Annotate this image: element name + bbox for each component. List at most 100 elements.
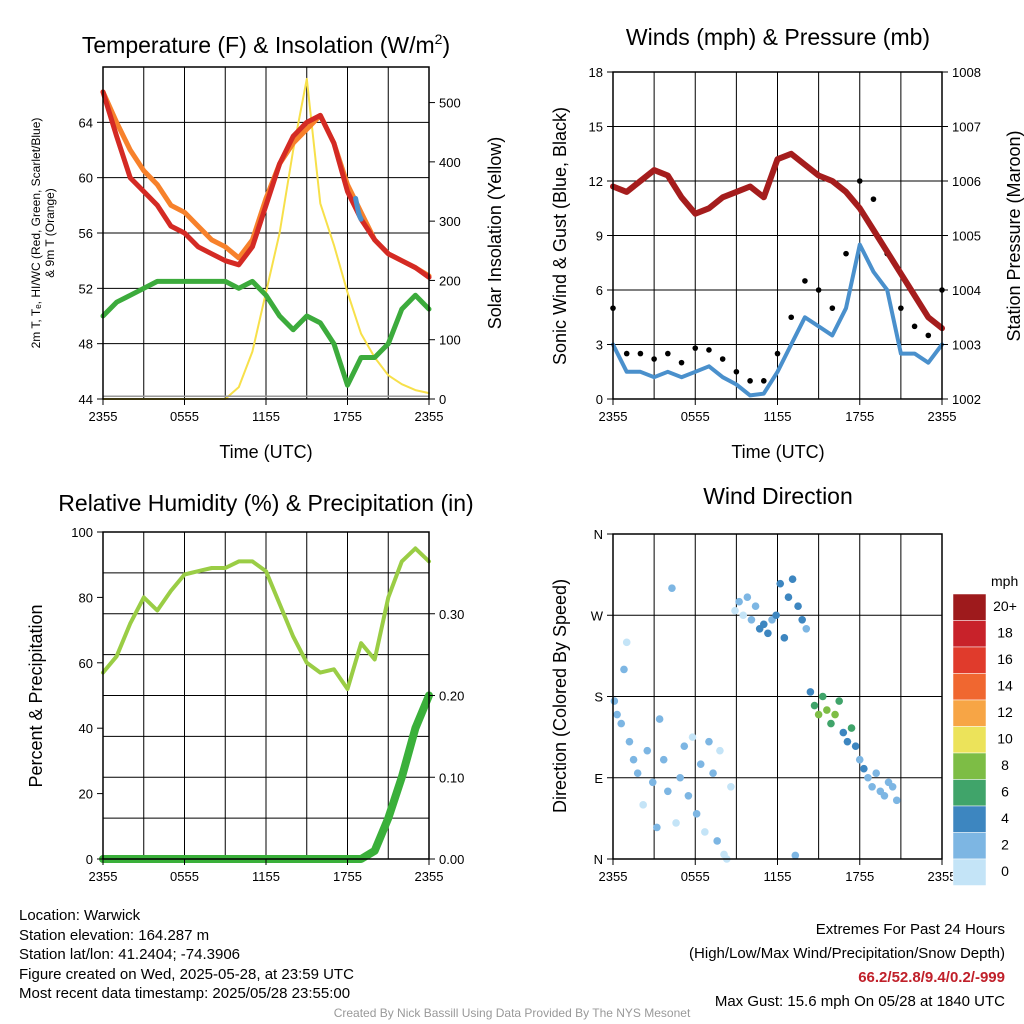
y2-tick-label: 0.10: [439, 770, 464, 785]
temperature-ylabel-line1: 2m T, Tₑ, HI/WC (Red, Green, Scarlet/Blu…: [29, 118, 43, 349]
direction-point: [831, 710, 839, 719]
legend-swatch: [952, 779, 987, 807]
direction-point: [835, 697, 843, 705]
gust-point: [665, 350, 671, 357]
direction-point: [739, 611, 748, 620]
direction-point: [872, 769, 880, 778]
y-tick-label: 6: [596, 283, 603, 298]
direction-point: [727, 782, 735, 791]
winds-xlabel: Time (UTC): [731, 442, 824, 462]
direction-point: [843, 737, 852, 746]
gust-point: [925, 332, 932, 339]
extremes-info: Extremes For Past 24 Hours (High/Low/Max…: [689, 918, 1005, 1014]
y-tick-label: 18: [589, 65, 603, 80]
direction-point: [806, 688, 815, 696]
y-tick-label: 20: [79, 787, 93, 802]
direction-point: [701, 828, 709, 836]
gust-point: [911, 323, 918, 330]
direction-point: [668, 584, 676, 592]
x-tick-label: 2355: [928, 409, 957, 424]
speed-legend-unit: mph: [991, 573, 1018, 589]
direction-point: [751, 602, 760, 611]
direction-point: [794, 602, 802, 611]
direction-point: [709, 769, 717, 778]
direction-point: [659, 755, 668, 764]
station-info: Location: Warwick Station elevation: 164…: [19, 906, 354, 1004]
direction-point: [639, 801, 647, 809]
gust-point: [623, 350, 630, 357]
legend-label: 20+: [993, 598, 1017, 614]
wind-direction-panel: Wind Direction 2355 0555 1155 1755 2355 N E S W N…: [550, 483, 1018, 886]
gust-point: [815, 287, 822, 293]
legend-label: 16: [997, 651, 1013, 667]
legend-label: 18: [997, 625, 1013, 641]
y2-tick-label: 1003: [952, 338, 981, 353]
direction-point: [692, 810, 701, 818]
humidity-line: [101, 546, 431, 691]
direction-point: [713, 837, 721, 845]
direction-point: [892, 796, 901, 805]
direction-point: [776, 579, 785, 588]
credit-line: Created By Nick Bassill Using Data Provi…: [333, 1006, 691, 1020]
direction-point: [788, 575, 797, 583]
direction-point: [818, 692, 827, 701]
legend-label: 8: [1001, 757, 1009, 773]
y-tick-label: 100: [71, 525, 93, 540]
x-tick-label: 2355: [415, 409, 444, 424]
gust-point: [788, 314, 795, 321]
legend-swatch: [952, 646, 987, 674]
x-tick-label: 0555: [170, 409, 199, 424]
direction-point: [680, 742, 689, 750]
direction-point: [798, 615, 806, 624]
y2-tick-label: 300: [439, 214, 461, 229]
direction-point: [716, 746, 724, 755]
max-gust: Max Gust: 15.6 mph On 05/28 at 1840 UTC: [714, 993, 1005, 1010]
y2-tick-label: 1004: [952, 283, 981, 298]
direction-point: [860, 764, 868, 773]
direction-point: [620, 665, 628, 674]
x-tick-label: 1155: [252, 409, 280, 424]
insolation-ylabel: Solar Insolation (Yellow): [485, 137, 505, 329]
legend-label: 0: [1001, 863, 1009, 879]
direction-point: [613, 710, 621, 719]
direction-point: [868, 782, 876, 791]
x-tick-label: 1755: [845, 409, 874, 424]
direction-point: [851, 742, 860, 750]
y2-tick-label: 1008: [952, 65, 981, 80]
x-tick-label: 1155: [252, 869, 280, 884]
direction-tick-label: N: [594, 527, 603, 542]
direction-point: [735, 597, 743, 606]
legend-label: 10: [997, 731, 1013, 747]
y2-tick-label: 400: [439, 155, 461, 170]
gust-point: [843, 250, 849, 257]
direction-point: [676, 773, 684, 782]
legend-label: 6: [1001, 784, 1009, 800]
y-tick-label: 0: [596, 392, 603, 407]
direction-point: [864, 773, 872, 782]
legend-swatch: [952, 673, 987, 701]
gust-point: [870, 196, 877, 202]
legend-label: 12: [997, 704, 1013, 720]
direction-point: [759, 620, 768, 629]
direction-point: [610, 697, 619, 705]
winds-title: Winds (mph) & Pressure (mb): [626, 24, 930, 50]
gust-point: [733, 368, 740, 375]
direction-point: [802, 624, 811, 633]
winds-panel: Winds (mph) & Pressure (mb) 2355 0555 1155…: [550, 24, 1024, 462]
gust-point: [719, 356, 726, 362]
direction-point: [784, 593, 793, 601]
y-tick-label: 0: [86, 852, 93, 867]
temperature-panel: Temperature (F) & Insolation (W/m2) 2355…: [29, 31, 505, 462]
direction-point: [855, 755, 864, 764]
pressure-ylabel: Station Pressure (Maroon): [1004, 130, 1024, 341]
y-tick-label: 56: [79, 226, 93, 241]
y-tick-label: 9: [596, 229, 603, 244]
direction-point: [684, 792, 693, 800]
gust-point: [802, 278, 808, 284]
y-tick-label: 64: [79, 115, 93, 130]
legend-swatch: [952, 805, 987, 833]
direction-point: [643, 746, 652, 755]
legend-label: 4: [1001, 810, 1009, 826]
x-tick-label: 0555: [681, 409, 710, 424]
